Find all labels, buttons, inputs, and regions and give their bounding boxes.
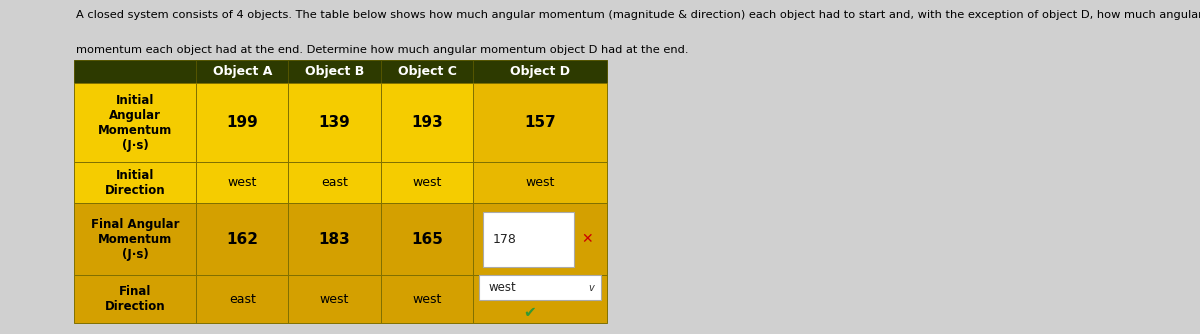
Bar <box>288 203 380 275</box>
Bar <box>288 60 380 83</box>
Text: v: v <box>588 283 594 293</box>
Text: ✔: ✔ <box>523 305 536 320</box>
Text: west: west <box>413 176 442 189</box>
Text: east: east <box>322 176 348 189</box>
Bar <box>473 203 607 275</box>
Text: 139: 139 <box>319 115 350 130</box>
Bar <box>74 60 196 83</box>
Bar <box>288 162 380 203</box>
Bar <box>380 60 473 83</box>
Bar <box>473 60 607 83</box>
Text: 183: 183 <box>319 232 350 247</box>
Bar <box>196 60 288 83</box>
Text: west: west <box>488 281 516 294</box>
Text: 199: 199 <box>227 115 258 130</box>
Bar <box>74 275 196 323</box>
Bar <box>196 162 288 203</box>
Bar <box>196 275 288 323</box>
Text: Object D: Object D <box>510 65 570 78</box>
Text: 157: 157 <box>524 115 556 130</box>
Bar <box>196 203 288 275</box>
Text: 162: 162 <box>227 232 258 247</box>
Text: west: west <box>526 176 554 189</box>
Bar <box>479 275 601 300</box>
Text: 178: 178 <box>492 233 516 246</box>
Text: Object C: Object C <box>397 65 456 78</box>
Bar <box>196 83 288 162</box>
Text: momentum each object had at the end. Determine how much angular momentum object : momentum each object had at the end. Det… <box>76 45 688 55</box>
Bar <box>380 83 473 162</box>
Text: Final
Direction: Final Direction <box>104 285 166 313</box>
Text: east: east <box>229 293 256 306</box>
Text: 165: 165 <box>412 232 443 247</box>
Bar <box>380 203 473 275</box>
Text: 193: 193 <box>412 115 443 130</box>
Bar <box>288 83 380 162</box>
Text: A closed system consists of 4 objects. The table below shows how much angular mo: A closed system consists of 4 objects. T… <box>76 10 1200 20</box>
Bar <box>74 83 196 162</box>
Text: west: west <box>320 293 349 306</box>
Text: west: west <box>228 176 257 189</box>
Text: Object B: Object B <box>305 65 365 78</box>
Bar <box>473 275 607 323</box>
Bar <box>473 83 607 162</box>
Text: west: west <box>413 293 442 306</box>
Text: ✕: ✕ <box>581 232 593 246</box>
Bar <box>380 275 473 323</box>
Text: Final Angular
Momentum
(J·s): Final Angular Momentum (J·s) <box>91 218 180 261</box>
Bar <box>74 203 196 275</box>
Bar <box>482 211 574 267</box>
Text: Initial
Angular
Momentum
(J·s): Initial Angular Momentum (J·s) <box>98 94 173 152</box>
Bar <box>74 162 196 203</box>
Text: Object A: Object A <box>212 65 272 78</box>
Bar <box>288 275 380 323</box>
Text: Initial
Direction: Initial Direction <box>104 169 166 197</box>
Bar <box>473 162 607 203</box>
Bar <box>380 162 473 203</box>
